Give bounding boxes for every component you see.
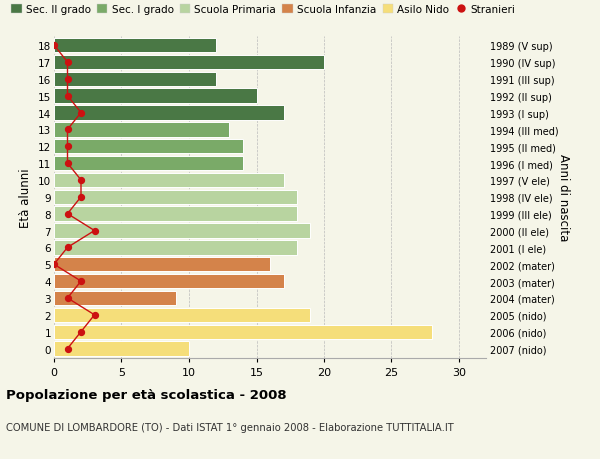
Bar [54, 257, 270, 272]
Bar [54, 157, 243, 171]
Bar [54, 56, 324, 70]
Point [49, 42, 59, 50]
Point [63, 143, 72, 151]
Point [63, 93, 72, 100]
Point [76, 328, 86, 336]
Point [76, 177, 86, 184]
Bar [54, 106, 284, 120]
Point [63, 295, 72, 302]
Point [63, 76, 72, 83]
Point [76, 278, 86, 285]
Point [90, 227, 100, 235]
Bar [54, 274, 284, 289]
Point [49, 261, 59, 269]
Point [63, 211, 72, 218]
Bar [54, 190, 297, 205]
Y-axis label: Anni di nascita: Anni di nascita [557, 154, 570, 241]
Bar [54, 140, 243, 154]
Bar [54, 341, 189, 356]
Text: COMUNE DI LOMBARDORE (TO) - Dati ISTAT 1° gennaio 2008 - Elaborazione TUTTITALIA: COMUNE DI LOMBARDORE (TO) - Dati ISTAT 1… [6, 422, 454, 432]
Bar [54, 174, 284, 188]
Point [63, 345, 72, 353]
Point [90, 312, 100, 319]
Y-axis label: Età alunni: Età alunni [19, 168, 32, 227]
Bar [54, 90, 257, 104]
Legend: Sec. II grado, Sec. I grado, Scuola Primaria, Scuola Infanzia, Asilo Nido, Stran: Sec. II grado, Sec. I grado, Scuola Prim… [11, 5, 515, 15]
Point [76, 194, 86, 201]
Point [63, 160, 72, 168]
Bar [54, 224, 311, 238]
Text: Popolazione per età scolastica - 2008: Popolazione per età scolastica - 2008 [6, 388, 287, 401]
Point [63, 59, 72, 67]
Bar [54, 241, 297, 255]
Bar [54, 39, 216, 53]
Bar [54, 308, 311, 322]
Bar [54, 207, 297, 221]
Point [76, 110, 86, 117]
Bar [54, 73, 216, 87]
Bar [54, 123, 229, 137]
Point [63, 126, 72, 134]
Bar [54, 291, 176, 305]
Bar [54, 325, 432, 339]
Point [63, 244, 72, 252]
